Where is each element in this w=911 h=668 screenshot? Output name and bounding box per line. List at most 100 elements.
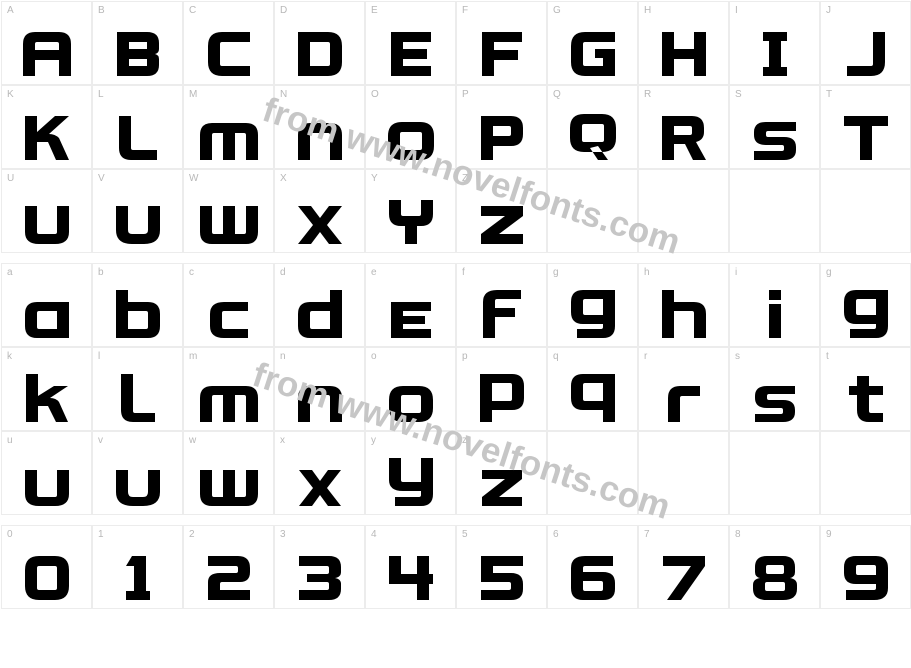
glyph-B	[117, 32, 159, 76]
glyph-cell: a	[1, 263, 92, 347]
spacer-row	[1, 253, 911, 263]
cell-label: g	[553, 267, 559, 278]
cell-label: W	[189, 173, 198, 184]
cell-label: P	[462, 89, 469, 100]
cell-label: m	[189, 351, 197, 362]
glyph-cell: h	[638, 263, 729, 347]
glyph-cell: N	[274, 85, 365, 169]
glyph-Z	[481, 206, 523, 244]
cell-label: K	[7, 89, 14, 100]
glyph-cell: 0	[1, 525, 92, 609]
glyph-w	[200, 470, 258, 506]
glyph-cell: k	[1, 347, 92, 431]
cell-label: n	[280, 351, 286, 362]
glyph-cell: u	[1, 431, 92, 515]
cell-label: p	[462, 351, 468, 362]
cell-label: S	[735, 89, 742, 100]
cell-label: i	[735, 267, 737, 278]
cell-label: o	[371, 351, 377, 362]
glyph-H	[662, 32, 706, 76]
cell-label: 5	[462, 529, 468, 540]
glyph-cell: Q	[547, 85, 638, 169]
glyph-d3	[299, 556, 341, 600]
glyph-z	[482, 470, 522, 506]
glyph-u	[25, 470, 69, 506]
cell-label: w	[189, 435, 196, 446]
glyph-a	[25, 302, 69, 338]
glyph-k	[26, 374, 68, 422]
glyph-A	[23, 32, 71, 76]
cell-label: N	[280, 89, 287, 100]
glyph-G	[571, 32, 615, 76]
glyph-d6	[571, 556, 615, 600]
cell-label: 8	[735, 529, 741, 540]
glyph-m	[200, 386, 258, 422]
glyph-cell: H	[638, 1, 729, 85]
glyph-cell: i	[729, 263, 820, 347]
spacer-row	[1, 515, 911, 525]
cell-label: E	[371, 5, 378, 16]
glyph-D	[298, 32, 342, 76]
cell-label: 2	[189, 529, 195, 540]
glyph-X	[298, 206, 342, 244]
glyph-cell	[638, 431, 729, 515]
glyph-row: 0123456789	[1, 525, 911, 609]
cell-label: O	[371, 89, 379, 100]
cell-label: T	[826, 89, 832, 100]
glyph-b	[116, 290, 160, 338]
cell-label: f	[462, 267, 465, 278]
glyph-S	[754, 122, 796, 160]
glyph-grid: ABCDEFGHIJKLMNOPQRSTUVWXYZabcdefghigklmn…	[1, 1, 911, 609]
glyph-cell	[820, 431, 911, 515]
glyph-I	[763, 32, 787, 76]
glyph-cell: E	[365, 1, 456, 85]
glyph-cell	[547, 169, 638, 253]
cell-label: b	[98, 267, 104, 278]
glyph-cell: w	[183, 431, 274, 515]
glyph-U	[25, 206, 69, 244]
glyph-cell: e	[365, 263, 456, 347]
glyph-cell: U	[1, 169, 92, 253]
cell-label: q	[553, 351, 559, 362]
glyph-c	[210, 302, 248, 338]
cell-label: v	[98, 435, 103, 446]
glyph-cell: X	[274, 169, 365, 253]
cell-label: G	[553, 5, 561, 16]
cell-label: X	[280, 173, 287, 184]
cell-label: C	[189, 5, 196, 16]
glyph-cell: C	[183, 1, 274, 85]
glyph-cell: F	[456, 1, 547, 85]
glyph-cell: v	[92, 431, 183, 515]
glyph-cell: 7	[638, 525, 729, 609]
cell-label: H	[644, 5, 651, 16]
glyph-cell: D	[274, 1, 365, 85]
glyph-g	[571, 290, 615, 338]
glyph-d	[298, 290, 342, 338]
glyph-d9	[844, 556, 888, 600]
glyph-cell: x	[274, 431, 365, 515]
cell-label: M	[189, 89, 197, 100]
cell-label: 9	[826, 529, 832, 540]
glyph-cell: p	[456, 347, 547, 431]
glyph-cell: S	[729, 85, 820, 169]
cell-label: l	[98, 351, 100, 362]
cell-label: V	[98, 173, 105, 184]
cell-label: y	[371, 435, 376, 446]
cell-label: u	[7, 435, 13, 446]
glyph-d7	[663, 556, 705, 600]
cell-label: r	[644, 351, 647, 362]
glyph-r	[668, 386, 700, 422]
glyph-M	[200, 123, 258, 160]
glyph-cell: r	[638, 347, 729, 431]
glyph-cell: t	[820, 347, 911, 431]
glyph-cell: 1	[92, 525, 183, 609]
glyph-cell: K	[1, 85, 92, 169]
glyph-J	[847, 32, 885, 76]
cell-label: J	[826, 5, 831, 16]
glyph-cell: b	[92, 263, 183, 347]
cell-label: B	[98, 5, 105, 16]
cell-label: 3	[280, 529, 286, 540]
glyph-Y	[389, 200, 433, 244]
glyph-h	[662, 290, 706, 338]
glyph-row: klmnopqrst	[1, 347, 911, 431]
